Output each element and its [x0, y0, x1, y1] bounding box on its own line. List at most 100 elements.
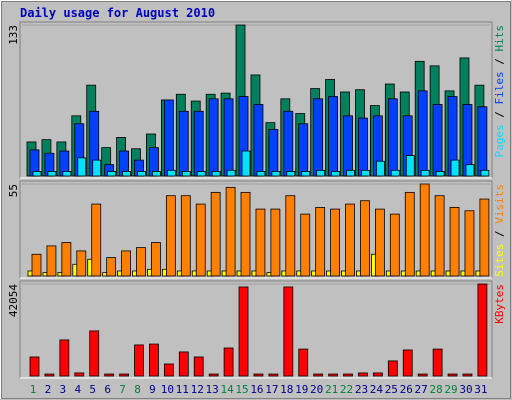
x-tick-label: 3 — [60, 383, 67, 396]
x-tick-label: 17 — [265, 383, 278, 396]
bar — [196, 171, 206, 177]
bar — [193, 110, 204, 177]
x-tick-label: 19 — [295, 383, 308, 396]
x-tick-label: 2 — [45, 383, 52, 396]
y-tick-label: 42054 — [7, 284, 20, 317]
legend: Pages / Files / Hits — [493, 25, 506, 158]
x-tick-label: 28 — [429, 383, 442, 396]
x-tick-label: 6 — [104, 383, 111, 396]
bar — [255, 208, 266, 277]
bar — [345, 203, 355, 277]
bar — [134, 344, 144, 377]
bar — [330, 208, 341, 277]
bar — [419, 183, 430, 277]
bar — [149, 343, 159, 377]
bar — [360, 200, 370, 277]
x-tick-label: 9 — [149, 383, 156, 396]
bar — [449, 207, 460, 277]
x-tick-label: 29 — [444, 383, 457, 396]
bar — [328, 96, 339, 177]
bar — [301, 171, 311, 177]
chart-title: Daily usage for August 2010 — [20, 6, 215, 20]
bar — [181, 171, 191, 177]
bar — [178, 351, 189, 377]
bar — [106, 257, 117, 277]
x-tick-label: 31 — [474, 383, 487, 396]
bar — [316, 169, 326, 177]
x-tick-label: 22 — [340, 383, 353, 396]
bar — [31, 253, 42, 277]
bar — [432, 348, 443, 377]
bar — [447, 373, 458, 377]
bar — [180, 195, 191, 277]
legend-separator: / — [493, 52, 506, 72]
x-tick-label: 27 — [415, 383, 428, 396]
bar — [226, 169, 236, 177]
bar — [298, 123, 309, 177]
bar — [404, 191, 415, 277]
legend-entry: Visits — [493, 184, 506, 224]
bar — [434, 195, 445, 277]
bar — [47, 171, 57, 177]
bar — [331, 171, 341, 177]
bar — [121, 250, 131, 277]
bar — [61, 242, 72, 277]
bar — [480, 169, 490, 177]
bar — [76, 250, 87, 277]
bar — [298, 348, 309, 377]
bar — [343, 373, 353, 377]
bar — [122, 171, 131, 177]
bar — [32, 171, 42, 177]
bar — [387, 98, 398, 177]
bar — [89, 330, 100, 377]
bar — [136, 247, 146, 277]
bar — [104, 373, 115, 377]
x-tick-label: 23 — [355, 383, 368, 396]
bar — [240, 191, 251, 277]
bar — [165, 195, 176, 277]
x-tick-label: 21 — [325, 383, 338, 396]
bar — [256, 171, 266, 177]
x-tick-label: 5 — [89, 383, 96, 396]
bar — [462, 373, 473, 377]
x-tick-label: 26 — [400, 383, 413, 396]
legend-separator: / — [493, 105, 506, 125]
bar — [346, 169, 355, 177]
x-tick-label: 7 — [119, 383, 126, 396]
bar — [283, 110, 294, 177]
bar — [253, 373, 264, 377]
y-tick-label: 133 — [7, 25, 20, 45]
bar — [315, 207, 326, 277]
bar — [46, 245, 57, 277]
bar — [166, 169, 176, 177]
bar — [163, 363, 174, 377]
bar — [477, 283, 488, 377]
bar — [193, 356, 204, 377]
bar — [59, 339, 70, 377]
bar — [300, 213, 311, 277]
bar — [225, 186, 236, 277]
bar — [268, 373, 279, 377]
bar — [210, 191, 221, 277]
bar — [211, 171, 221, 177]
bar — [417, 373, 428, 377]
bar — [62, 171, 72, 177]
bar — [374, 208, 385, 277]
bar — [405, 155, 415, 177]
bar — [343, 115, 353, 177]
bar — [223, 98, 234, 177]
x-tick-label: 1 — [30, 383, 37, 396]
bar — [107, 171, 117, 177]
legend: KBytes — [493, 284, 506, 324]
legend-entry: KBytes — [493, 284, 506, 324]
bar — [270, 208, 281, 277]
bar — [208, 373, 219, 377]
bar — [268, 129, 279, 177]
bar — [271, 171, 281, 177]
bar — [479, 198, 490, 277]
x-tick-label: 20 — [310, 383, 323, 396]
legend-entry: Files — [493, 71, 506, 104]
bar — [29, 356, 40, 377]
bar — [151, 242, 161, 277]
